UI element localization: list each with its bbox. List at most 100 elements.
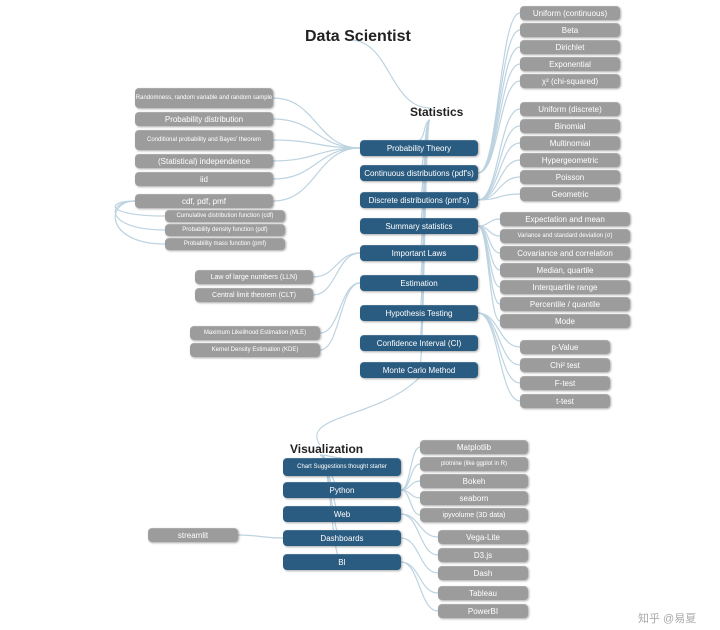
node-cd_chi[interactable]: χ² (chi-squared) — [520, 74, 620, 88]
edge-mc_viz — [317, 378, 419, 445]
node-ci[interactable]: Confidence Interval (CI) — [360, 335, 478, 351]
node-dd_pois[interactable]: Poisson — [520, 170, 620, 184]
node-ss_cov[interactable]: Covariance and correlation — [500, 246, 630, 260]
edge-sum_4 — [478, 226, 500, 270]
edge-root_pt — [350, 40, 430, 108]
node-ht_p[interactable]: p-Value — [520, 340, 610, 354]
node-ss_pct[interactable]: Percentile / quantile — [500, 297, 630, 311]
node-viz_bi[interactable]: BI — [283, 554, 401, 570]
node-cd_exp[interactable]: Exponential — [520, 57, 620, 71]
node-bi_pbi[interactable]: PowerBI — [438, 604, 528, 618]
edge-pt_l3 — [273, 140, 360, 148]
edge-cont_e — [478, 64, 520, 173]
edge-d_1 — [401, 538, 438, 573]
watermark: 知乎 @易夏 — [638, 610, 696, 626]
edge-law_1 — [313, 253, 360, 277]
node-cd_dir[interactable]: Dirichlet — [520, 40, 620, 54]
node-pt_pdist[interactable]: Probability distribution — [135, 112, 273, 126]
node-summary[interactable]: Summary statistics — [360, 218, 478, 234]
edge-py_5 — [401, 490, 420, 515]
node-hypo[interactable]: Hypothesis Testing — [360, 305, 478, 321]
node-cont_dist[interactable]: Continuous distributions (pdf's) — [360, 165, 478, 181]
edge-sum_2 — [478, 226, 500, 236]
node-disc_dist[interactable]: Discrete distributions (pmf's) — [360, 192, 478, 208]
node-py_plotnine[interactable]: plotnine (like ggplot in R) — [420, 457, 528, 471]
edge-bi_1 — [401, 562, 438, 593]
edge-sum_5 — [478, 226, 500, 287]
node-dd_bin[interactable]: Binomial — [520, 119, 620, 133]
node-ss_med[interactable]: Median, quartile — [500, 263, 630, 277]
node-web_vega[interactable]: Vega-Lite — [438, 530, 528, 544]
edge-stats_prob — [419, 120, 430, 140]
edge-pt_l5 — [273, 148, 360, 179]
node-bi_tab[interactable]: Tableau — [438, 586, 528, 600]
node-dd_geo[interactable]: Geometric — [520, 187, 620, 201]
edge-pt_l2 — [273, 119, 360, 148]
node-ht_t[interactable]: t-test — [520, 394, 610, 408]
node-pt_rand[interactable]: Randomness, random variable and random s… — [135, 88, 273, 108]
node-est_kde[interactable]: Kernel Density Estimation (KDE) — [190, 343, 320, 357]
node-ss_exp[interactable]: Expectation and mean — [500, 212, 630, 226]
edge-sum_1 — [478, 219, 500, 226]
node-est_mle[interactable]: Maximum Likelihood Estimation (MLE) — [190, 326, 320, 340]
node-estimation[interactable]: Estimation — [360, 275, 478, 291]
edge-disc_p — [478, 177, 520, 200]
node-pt_iid[interactable]: iid — [135, 172, 273, 186]
node-dd_multi[interactable]: Multinomial — [520, 136, 620, 150]
edge-disc_m — [478, 143, 520, 200]
edge-pt_l1 — [273, 98, 360, 148]
node-pdf[interactable]: Probability density function (pdf) — [165, 224, 285, 236]
node-ss_var[interactable]: Variance and standard deviation (σ) — [500, 229, 630, 243]
edge-pt_l6 — [273, 148, 360, 201]
node-py_bokeh[interactable]: Bokeh — [420, 474, 528, 488]
node-viz_web[interactable]: Web — [283, 506, 401, 522]
node-ht_chi[interactable]: Chi² test — [520, 358, 610, 372]
edge-cont_d — [478, 47, 520, 173]
node-ht_f[interactable]: F-test — [520, 376, 610, 390]
node-web_d3[interactable]: D3.js — [438, 548, 528, 562]
node-dash_streamlit[interactable]: streamlit — [148, 528, 238, 542]
node-py_ipyv[interactable]: ipyvolume (3D data) — [420, 508, 528, 522]
edge-disc_u — [478, 109, 520, 200]
edge-sum_3 — [478, 226, 500, 253]
node-pt_indep[interactable]: (Statistical) independence — [135, 154, 273, 168]
section-title-visualization: Visualization — [290, 442, 363, 456]
node-py_mpl[interactable]: Matplotlib — [420, 440, 528, 454]
section-title-statistics: Statistics — [410, 105, 463, 119]
edge-py_4 — [401, 490, 420, 498]
edge-py_2 — [401, 464, 420, 490]
edge-stats_disc — [419, 120, 430, 200]
edge-py_1 — [401, 447, 420, 490]
edge-pt_l4 — [273, 148, 360, 161]
edge-cont_c — [478, 81, 520, 173]
edge-bi_2 — [401, 562, 438, 611]
node-ss_iqr[interactable]: Interquartile range — [500, 280, 630, 294]
edge-sum_7 — [478, 226, 500, 321]
edge-disc_b — [478, 126, 520, 200]
node-dd_hyper[interactable]: Hypergeometric — [520, 153, 620, 167]
node-py_seaborn[interactable]: seaborn — [420, 491, 528, 505]
node-pt_cpp[interactable]: cdf, pdf, pmf — [135, 194, 273, 208]
node-dd_unif[interactable]: Uniform (discrete) — [520, 102, 620, 116]
node-viz_py[interactable]: Python — [283, 482, 401, 498]
node-viz_dash[interactable]: Dashboards — [283, 530, 401, 546]
edge-law_2 — [313, 253, 360, 295]
node-dash_dash[interactable]: Dash — [438, 566, 528, 580]
node-cd_unif[interactable]: Uniform (continuous) — [520, 6, 620, 20]
node-law_lln[interactable]: Law of large numbers (LLN) — [195, 270, 313, 284]
node-mc[interactable]: Monte Carlo Method — [360, 362, 478, 378]
root-title: Data Scientist — [305, 28, 411, 46]
node-cdf[interactable]: Cumulative distribution function (cdf) — [165, 210, 285, 222]
node-pt_bayes[interactable]: Conditional probability and Bayes' theor… — [135, 130, 273, 150]
node-pmf[interactable]: Probability mass function (pmf) — [165, 238, 285, 250]
node-ss_mode[interactable]: Mode — [500, 314, 630, 328]
edge-disc_h — [478, 160, 520, 200]
node-laws[interactable]: Important Laws — [360, 245, 478, 261]
node-viz_chart[interactable]: Chart Suggestions thought starter — [283, 458, 401, 476]
edge-py_3 — [401, 481, 420, 490]
edge-cont_u — [478, 13, 520, 173]
node-law_clt[interactable]: Central limit theorem (CLT) — [195, 288, 313, 302]
node-cd_beta[interactable]: Beta — [520, 23, 620, 37]
node-prob_theory[interactable]: Probability Theory — [360, 140, 478, 156]
edge-est_2 — [320, 283, 360, 350]
